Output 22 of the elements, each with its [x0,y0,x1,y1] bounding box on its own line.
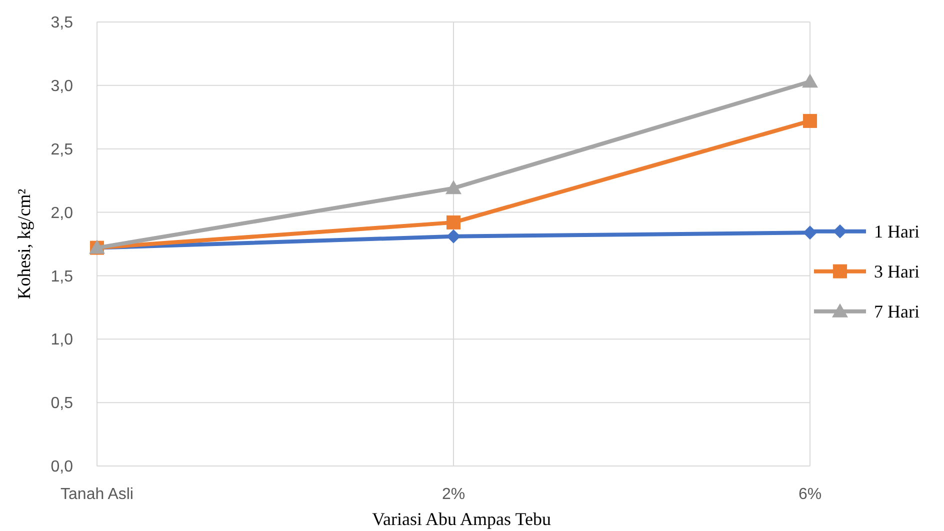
point [803,226,817,240]
y-tick-label: 0,0 [50,458,74,476]
legend-label: 3 Hari [874,262,920,282]
y-axis-title: Kohesi, kg/cm² [14,188,34,300]
x-tick-label: 2% [442,486,466,503]
y-tick-label: 1,5 [50,268,74,286]
y-tick-label: 3,0 [50,78,74,96]
point [446,215,460,230]
legend-label: 1 Hari [874,222,920,242]
y-tick-label: 2,0 [50,204,74,222]
point [446,180,462,194]
point [446,229,460,244]
y-tick-label: 0,5 [50,395,74,412]
x-tick-label: 6% [798,486,822,503]
legend-label: 7 Hari [874,302,920,322]
point [803,114,817,128]
y-tick-label: 2,5 [50,141,74,158]
point [802,74,818,88]
y-tick-label: 1,0 [50,332,74,349]
x-tick-label: Tanah Asli [60,486,134,503]
x-axis-title: Variasi Abu Ampas Tebu [372,509,551,529]
y-tick-label: 3,5 [50,14,74,32]
